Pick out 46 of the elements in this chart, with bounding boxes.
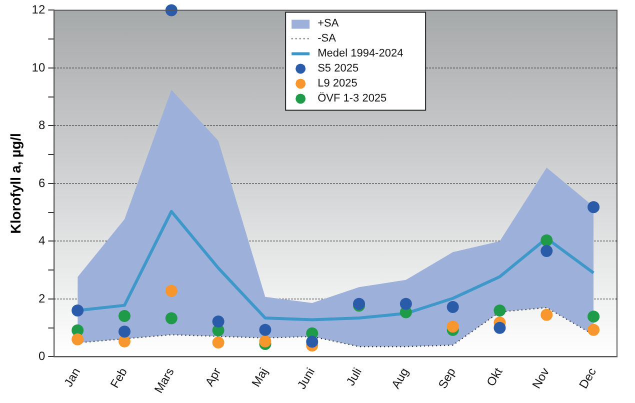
point (540, 245, 553, 258)
y-tick-label: 2 (38, 291, 46, 306)
y-axis-title: Klorofyll a, µg/l (7, 133, 24, 234)
y-tick-label: 8 (38, 118, 46, 132)
point (165, 4, 178, 16)
point (588, 201, 600, 214)
legend-label: -SA (318, 32, 337, 45)
point (118, 326, 131, 338)
y-tick-label: 10 (32, 60, 46, 74)
point (446, 301, 459, 314)
legend-label: ÖVF 1-3 2025 (318, 92, 387, 105)
point (494, 304, 506, 317)
legend-label: L9 2025 (318, 78, 358, 90)
point (588, 324, 600, 336)
x-tick-label: Juli (343, 365, 364, 388)
y-tick-label: 0 (38, 349, 46, 364)
point (494, 322, 506, 334)
point (540, 234, 553, 246)
point (212, 336, 224, 349)
point (446, 320, 459, 333)
x-tick-label: Okt (484, 364, 506, 389)
point (165, 284, 178, 297)
point (540, 308, 553, 321)
y-tick-label: 12 (32, 2, 46, 17)
point (118, 335, 131, 348)
y-tick-label: 6 (38, 176, 46, 190)
point (118, 310, 131, 322)
point (212, 315, 224, 328)
x-tick-label: Dec (576, 365, 600, 391)
x-tick-label: Maj (248, 365, 271, 390)
legend-label: +SA (318, 18, 340, 30)
point (400, 298, 412, 310)
legend-label: Medel 1994-2024 (318, 48, 404, 60)
x-tick-label: Jan (61, 365, 84, 390)
point (588, 310, 600, 323)
y-tick-label: 4 (38, 234, 46, 248)
point (72, 333, 84, 346)
point (259, 324, 272, 336)
x-tick-label: Feb (108, 365, 130, 390)
point (165, 312, 178, 324)
point (72, 304, 84, 317)
x-tick-label: Apr (202, 365, 224, 389)
point (306, 336, 318, 348)
point (259, 335, 272, 348)
x-tick-label: Sep (435, 365, 458, 391)
legend-label: S5 2025 (318, 62, 359, 75)
